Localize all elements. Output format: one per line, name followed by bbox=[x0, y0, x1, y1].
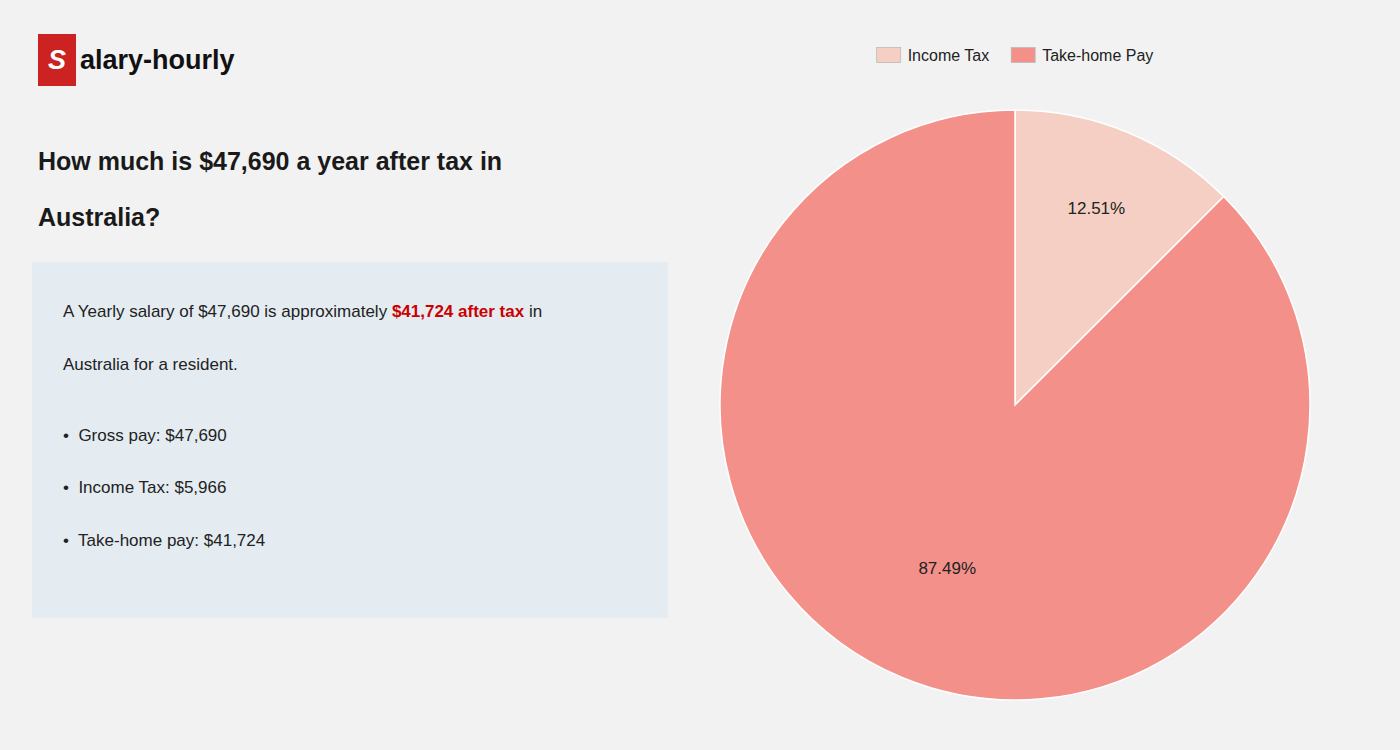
bullet: • Income Tax: $5,966 bbox=[63, 478, 226, 497]
legend-item: Take-home Pay bbox=[1011, 47, 1153, 64]
legend-swatch bbox=[1011, 48, 1035, 63]
data-labels: 12.51% 87.49% bbox=[918, 199, 1125, 578]
summary-text: A Yearly salary of $47,690 is approximat… bbox=[63, 302, 392, 321]
canvas: Salary-hourly How much is $47,690 a year … bbox=[0, 0, 1400, 750]
bullet: • Take-home pay: $41,724 bbox=[63, 531, 265, 550]
legend-label: Income Tax bbox=[908, 47, 990, 64]
logo-text: alary-hourly bbox=[80, 45, 235, 75]
info-box bbox=[32, 262, 668, 618]
data-label: 12.51% bbox=[1068, 199, 1126, 218]
bullet: • Gross pay: $47,690 bbox=[63, 426, 227, 445]
summary-text: in bbox=[524, 302, 542, 321]
legend-label: Take-home Pay bbox=[1042, 47, 1153, 64]
summary-text: Australia for a resident. bbox=[63, 355, 238, 374]
pie bbox=[720, 110, 1310, 700]
logo-mark: S bbox=[48, 45, 66, 75]
legend-item: Income Tax bbox=[877, 47, 990, 64]
title: How much is $47,690 a year after tax in bbox=[38, 147, 502, 175]
logo-box bbox=[38, 34, 76, 86]
summary-line: A Yearly salary of $47,690 is approximat… bbox=[63, 302, 542, 321]
text-panel: Salary-hourly How much is $47,690 a year … bbox=[32, 34, 668, 618]
title: Australia? bbox=[38, 203, 160, 231]
legend-swatch bbox=[877, 48, 901, 63]
legend: Income Tax Take-home Pay bbox=[877, 47, 1154, 64]
summary-highlight: $41,724 after tax bbox=[392, 302, 525, 321]
summary-line: Australia for a resident. bbox=[63, 355, 238, 374]
pie-slice bbox=[720, 110, 1310, 700]
data-label: 87.49% bbox=[918, 559, 976, 578]
